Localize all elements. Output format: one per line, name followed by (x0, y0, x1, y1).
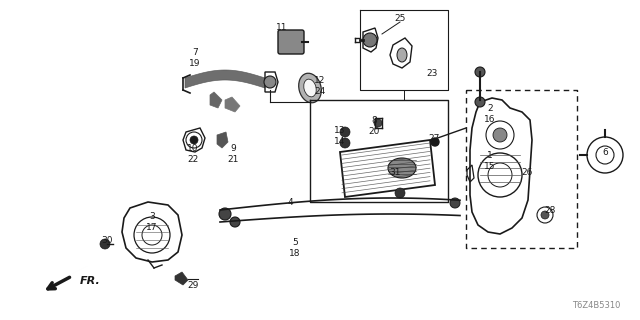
Text: 25: 25 (394, 13, 406, 22)
Text: FR.: FR. (80, 276, 100, 286)
Text: 2: 2 (487, 103, 493, 113)
Circle shape (374, 119, 382, 127)
Circle shape (264, 76, 276, 88)
Text: 3: 3 (149, 212, 155, 220)
Text: 15: 15 (484, 162, 496, 171)
Polygon shape (217, 132, 228, 148)
Text: 10: 10 (188, 143, 199, 153)
Text: T6Z4B5310: T6Z4B5310 (572, 301, 620, 310)
Polygon shape (225, 97, 240, 112)
Text: 12: 12 (314, 76, 326, 84)
Text: 28: 28 (544, 205, 556, 214)
Text: 1: 1 (487, 150, 493, 159)
Circle shape (431, 138, 439, 146)
Polygon shape (185, 70, 265, 88)
Text: 24: 24 (314, 86, 326, 95)
FancyBboxPatch shape (278, 30, 304, 54)
Text: 20: 20 (368, 126, 380, 135)
Circle shape (100, 239, 110, 249)
Polygon shape (210, 92, 222, 108)
Circle shape (230, 217, 240, 227)
Circle shape (340, 127, 350, 137)
Text: 14: 14 (334, 137, 346, 146)
Text: 4: 4 (287, 197, 293, 206)
Circle shape (475, 67, 485, 77)
Text: 22: 22 (188, 155, 198, 164)
Text: 26: 26 (522, 167, 532, 177)
Text: 13: 13 (334, 125, 346, 134)
Text: 5: 5 (292, 237, 298, 246)
Text: 30: 30 (101, 236, 113, 244)
Circle shape (475, 97, 485, 107)
Circle shape (493, 128, 507, 142)
Circle shape (450, 198, 460, 208)
Ellipse shape (397, 48, 407, 62)
Text: 19: 19 (189, 59, 201, 68)
Text: 21: 21 (227, 155, 239, 164)
Circle shape (395, 188, 405, 198)
Circle shape (363, 33, 377, 47)
Text: 18: 18 (289, 249, 301, 258)
Text: 17: 17 (147, 222, 157, 231)
Text: 6: 6 (602, 148, 608, 156)
Text: 8: 8 (371, 116, 377, 124)
Text: 29: 29 (188, 281, 198, 290)
Circle shape (340, 138, 350, 148)
Ellipse shape (299, 73, 321, 103)
Polygon shape (175, 272, 188, 285)
Text: 16: 16 (484, 115, 496, 124)
Text: 23: 23 (426, 68, 438, 77)
Text: 11: 11 (276, 22, 288, 31)
Text: 27: 27 (428, 133, 440, 142)
Text: 7: 7 (192, 47, 198, 57)
Text: 31: 31 (389, 167, 401, 177)
Text: 9: 9 (230, 143, 236, 153)
Ellipse shape (388, 158, 416, 178)
Circle shape (541, 211, 549, 219)
Circle shape (190, 136, 198, 144)
Circle shape (219, 208, 231, 220)
Ellipse shape (304, 79, 316, 97)
